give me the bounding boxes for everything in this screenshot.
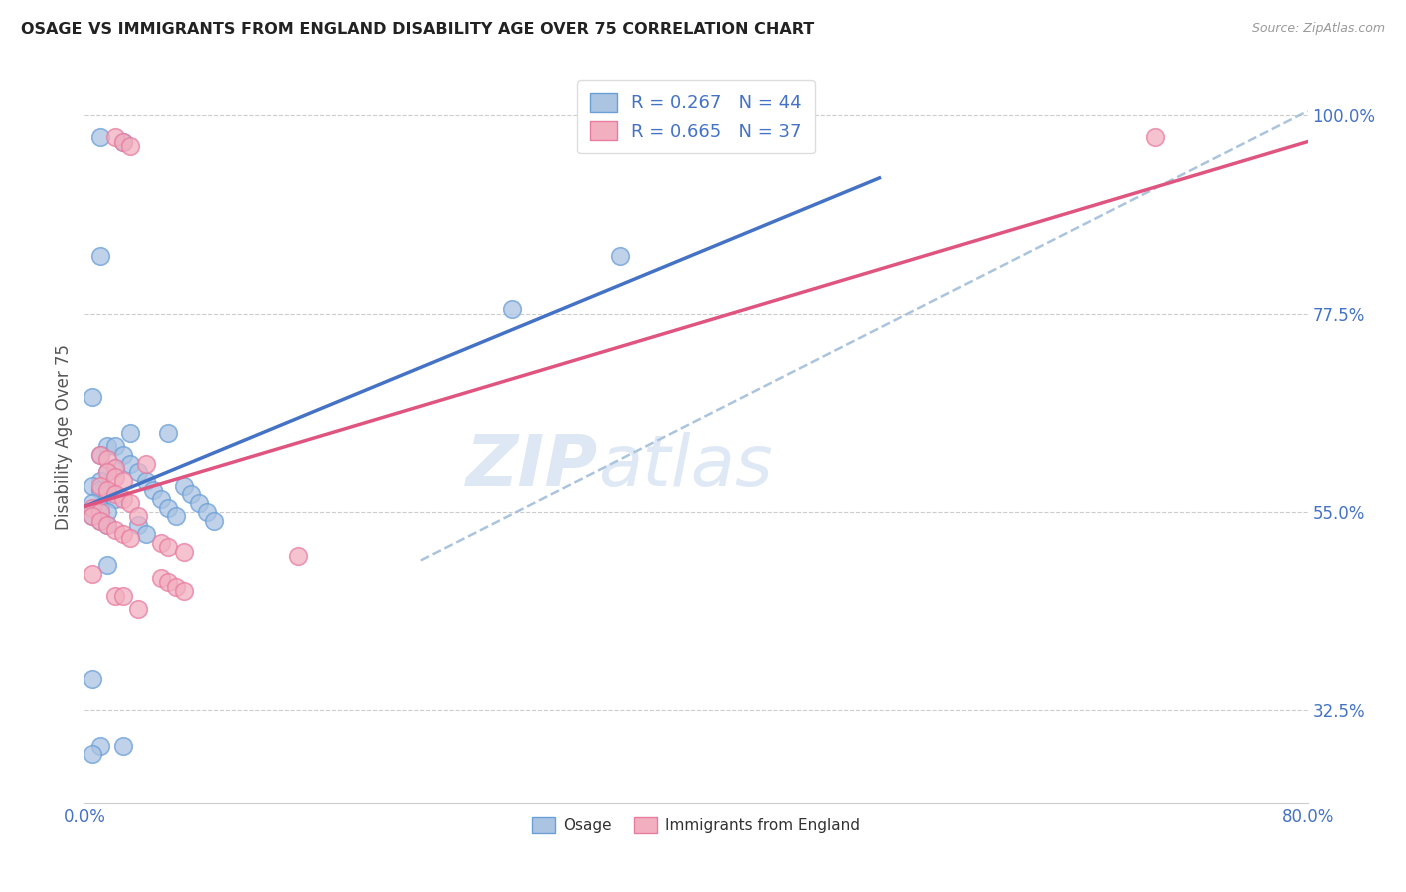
- Point: [96, 439, 118, 453]
- Point: [104, 461, 127, 475]
- Point: [157, 425, 180, 440]
- Point: [96, 452, 118, 467]
- Point: [96, 466, 118, 480]
- Point: [287, 549, 309, 563]
- Point: [127, 602, 149, 616]
- Point: [157, 575, 180, 590]
- Point: [142, 483, 165, 497]
- Point: [135, 527, 157, 541]
- Point: [127, 518, 149, 533]
- Point: [157, 500, 180, 515]
- Point: [157, 540, 180, 554]
- Point: [89, 514, 111, 528]
- Point: [89, 249, 111, 263]
- Text: Source: ZipAtlas.com: Source: ZipAtlas.com: [1251, 22, 1385, 36]
- Point: [89, 505, 111, 519]
- Point: [89, 483, 111, 497]
- Point: [502, 302, 524, 317]
- Point: [120, 425, 142, 440]
- Point: [104, 491, 127, 506]
- Point: [104, 523, 127, 537]
- Point: [180, 487, 202, 501]
- Point: [149, 536, 172, 550]
- Point: [120, 139, 142, 153]
- Point: [80, 566, 103, 581]
- Point: [120, 532, 142, 546]
- Point: [149, 491, 172, 506]
- Text: OSAGE VS IMMIGRANTS FROM ENGLAND DISABILITY AGE OVER 75 CORRELATION CHART: OSAGE VS IMMIGRANTS FROM ENGLAND DISABIL…: [21, 22, 814, 37]
- Point: [135, 474, 157, 488]
- Point: [111, 448, 134, 462]
- Point: [104, 461, 127, 475]
- Point: [111, 491, 134, 506]
- Text: ZIP: ZIP: [465, 432, 598, 500]
- Point: [173, 478, 195, 492]
- Point: [104, 469, 127, 483]
- Point: [104, 130, 127, 145]
- Point: [195, 505, 218, 519]
- Point: [96, 505, 118, 519]
- Point: [89, 500, 111, 515]
- Point: [80, 673, 103, 687]
- Point: [96, 518, 118, 533]
- Point: [80, 509, 103, 524]
- Point: [96, 483, 118, 497]
- Point: [104, 439, 127, 453]
- Point: [89, 478, 111, 492]
- Point: [111, 527, 134, 541]
- Point: [173, 544, 195, 558]
- Point: [609, 249, 631, 263]
- Point: [96, 518, 118, 533]
- Legend: Osage, Immigrants from England: Osage, Immigrants from England: [526, 811, 866, 839]
- Point: [149, 571, 172, 585]
- Point: [120, 496, 142, 510]
- Text: atlas: atlas: [598, 432, 773, 500]
- Point: [111, 135, 134, 149]
- Point: [188, 496, 211, 510]
- Point: [135, 457, 157, 471]
- Point: [89, 130, 111, 145]
- Point: [89, 474, 111, 488]
- Point: [202, 514, 225, 528]
- Point: [127, 466, 149, 480]
- Point: [80, 496, 103, 510]
- Point: [89, 448, 111, 462]
- Y-axis label: Disability Age Over 75: Disability Age Over 75: [55, 344, 73, 530]
- Point: [120, 457, 142, 471]
- Point: [96, 558, 118, 572]
- Point: [80, 509, 103, 524]
- Point: [89, 514, 111, 528]
- Point: [80, 478, 103, 492]
- Point: [89, 448, 111, 462]
- Point: [104, 589, 127, 603]
- Point: [1143, 130, 1166, 145]
- Point: [111, 589, 134, 603]
- Point: [165, 509, 187, 524]
- Point: [111, 474, 134, 488]
- Point: [111, 135, 134, 149]
- Point: [165, 580, 187, 594]
- Point: [173, 584, 195, 599]
- Point: [111, 739, 134, 753]
- Point: [80, 747, 103, 762]
- Point: [96, 487, 118, 501]
- Point: [104, 487, 127, 501]
- Point: [89, 739, 111, 753]
- Point: [96, 466, 118, 480]
- Point: [80, 500, 103, 515]
- Point: [80, 391, 103, 405]
- Point: [127, 509, 149, 524]
